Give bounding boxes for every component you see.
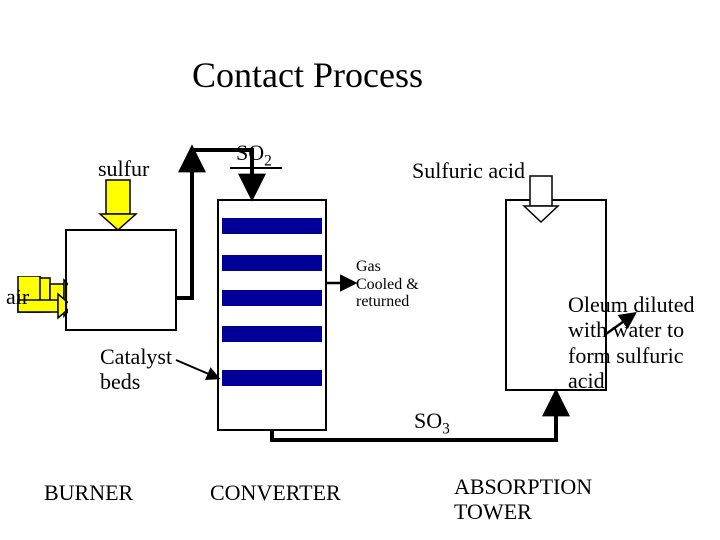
absorption-label: ABSORPTION TOWER — [454, 474, 592, 525]
sulfur-label: sulfur — [98, 156, 149, 181]
so2-label: SO2 — [236, 140, 272, 170]
gas-cooled-label: Gas Cooled & returned — [356, 258, 419, 311]
catalyst-bed — [222, 218, 322, 234]
converter-vessel — [218, 200, 326, 430]
sulfuric-acid-label: Sulfuric acid — [412, 158, 525, 183]
catalyst-bed — [222, 255, 322, 271]
catalyst-bed — [222, 290, 322, 306]
catalyst-beds-pointer — [176, 360, 218, 378]
air-label: air — [6, 284, 29, 309]
page-title: Contact Process — [192, 54, 423, 96]
so3-label: SO3 — [414, 408, 450, 438]
sulfur-arrow — [100, 180, 136, 230]
oleum-label: Oleum diluted with water to form sulfuri… — [568, 292, 694, 393]
catalyst-beds-label: Catalyst beds — [100, 344, 172, 395]
catalyst-bed — [222, 326, 322, 342]
burner-label: BURNER — [44, 480, 133, 505]
catalyst-bed — [222, 370, 322, 386]
converter-label: CONVERTER — [210, 480, 341, 505]
